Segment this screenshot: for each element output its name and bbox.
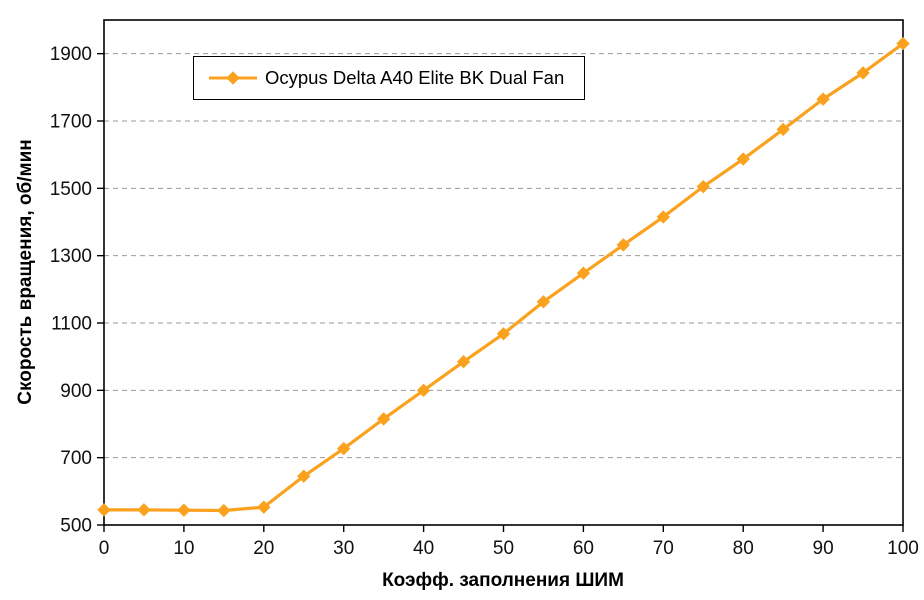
x-tick-label: 40 (413, 538, 434, 559)
x-tick-label: 80 (733, 538, 754, 559)
y-tick-label: 1300 (50, 246, 92, 267)
data-point (297, 469, 311, 483)
data-point (736, 152, 750, 166)
legend: Ocypus Delta A40 Elite BK Dual Fan (193, 56, 586, 100)
data-point (816, 92, 830, 106)
x-tick-label: 10 (173, 538, 194, 559)
x-tick-label: 100 (887, 538, 919, 559)
x-tick-label: 50 (493, 538, 514, 559)
y-tick-label: 1900 (50, 44, 92, 65)
data-point (696, 179, 710, 194)
data-point (217, 503, 231, 518)
data-point (97, 503, 111, 517)
legend-series-label: Ocypus Delta A40 Elite BK Dual Fan (265, 67, 565, 88)
x-tick-label: 0 (99, 538, 110, 559)
series-marker-icon (209, 71, 257, 85)
x-tick-label: 90 (813, 538, 834, 559)
x-axis-title: Коэфф. заполнения ШИМ (382, 570, 624, 591)
data-point (456, 355, 471, 369)
y-tick-label: 500 (60, 516, 92, 537)
data-point (177, 503, 191, 517)
data-point (856, 66, 870, 80)
data-point (656, 210, 671, 224)
y-axis-title: Скорость вращения, об/мин (15, 139, 36, 405)
x-tick-label: 60 (573, 538, 594, 559)
y-tick-label: 1700 (50, 112, 92, 133)
data-point (416, 383, 431, 398)
data-point (336, 441, 351, 456)
x-tick-label: 20 (253, 538, 274, 559)
y-tick-label: 1100 (51, 314, 92, 335)
data-point (376, 412, 391, 426)
legend-marker-shape (226, 71, 240, 85)
y-tick-label: 900 (60, 381, 92, 402)
data-point (137, 503, 151, 517)
y-tick-label: 700 (60, 448, 92, 469)
y-tick-label: 1500 (50, 179, 92, 200)
series-line (102, 41, 905, 513)
data-point (896, 36, 910, 51)
data-point (536, 295, 551, 309)
x-tick-label: 70 (653, 538, 674, 559)
data-point (257, 500, 271, 514)
data-point (616, 238, 631, 252)
data-point (776, 122, 790, 137)
data-point (496, 327, 511, 341)
data-point (576, 266, 591, 280)
x-tick-label: 30 (333, 538, 354, 559)
